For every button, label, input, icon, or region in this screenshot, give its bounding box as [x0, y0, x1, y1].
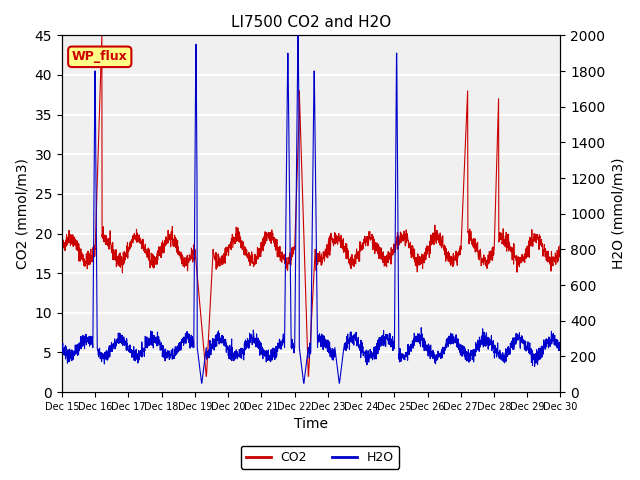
Text: WP_flux: WP_flux — [72, 50, 127, 63]
Y-axis label: H2O (mmol/m3): H2O (mmol/m3) — [611, 158, 625, 269]
Title: LI7500 CO2 and H2O: LI7500 CO2 and H2O — [231, 15, 391, 30]
Y-axis label: CO2 (mmol/m3): CO2 (mmol/m3) — [15, 158, 29, 269]
X-axis label: Time: Time — [294, 418, 328, 432]
Legend: CO2, H2O: CO2, H2O — [241, 446, 399, 469]
